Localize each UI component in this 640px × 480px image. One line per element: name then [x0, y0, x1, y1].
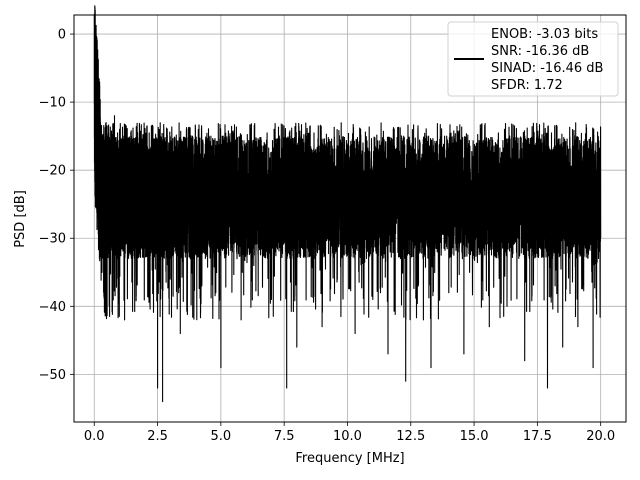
x-tick-label: 7.5: [274, 429, 295, 444]
plot-frame: [73, 14, 627, 423]
x-axis-label: Frequency [MHz]: [295, 451, 404, 466]
legend-entry: SINAD: -16.46 dB: [491, 61, 603, 76]
x-tick-label: 20.0: [586, 429, 615, 444]
y-axis-label: PSD [dB]: [13, 190, 28, 248]
y-tick-label: −30: [39, 232, 66, 247]
x-tick-label: 12.5: [396, 429, 425, 444]
y-tick-label: 0: [58, 28, 66, 43]
legend-entry: SNR: -16.36 dB: [491, 44, 589, 59]
psd-trace: [93, 5, 602, 403]
y-tick-label: −10: [39, 96, 66, 111]
x-tick-label: 15.0: [460, 429, 489, 444]
x-tick-label: 2.5: [147, 429, 168, 444]
legend-entry: SFDR: 1.72: [491, 78, 563, 93]
y-tick-label: −40: [39, 300, 66, 315]
x-tick-label: 17.5: [523, 429, 552, 444]
x-tick-label: 0.0: [84, 429, 105, 444]
x-tick-label: 5.0: [211, 429, 232, 444]
y-tick-label: −50: [39, 368, 66, 383]
axis-ticks: 0.0 2.5 5.0 7.5 10.0 12.5 15.0 17.5 20.0 0 −10 −20 −…: [39, 28, 616, 444]
data-series: [93, 5, 602, 403]
legend-entry: ENOB: -3.03 bits: [491, 27, 598, 42]
y-tick-label: −20: [39, 164, 66, 179]
legend: ENOB: -3.03 bits SNR: -16.36 dB SINAD: -…: [447, 21, 619, 97]
legend-box: [447, 21, 619, 97]
x-tick-label: 10.0: [333, 429, 362, 444]
